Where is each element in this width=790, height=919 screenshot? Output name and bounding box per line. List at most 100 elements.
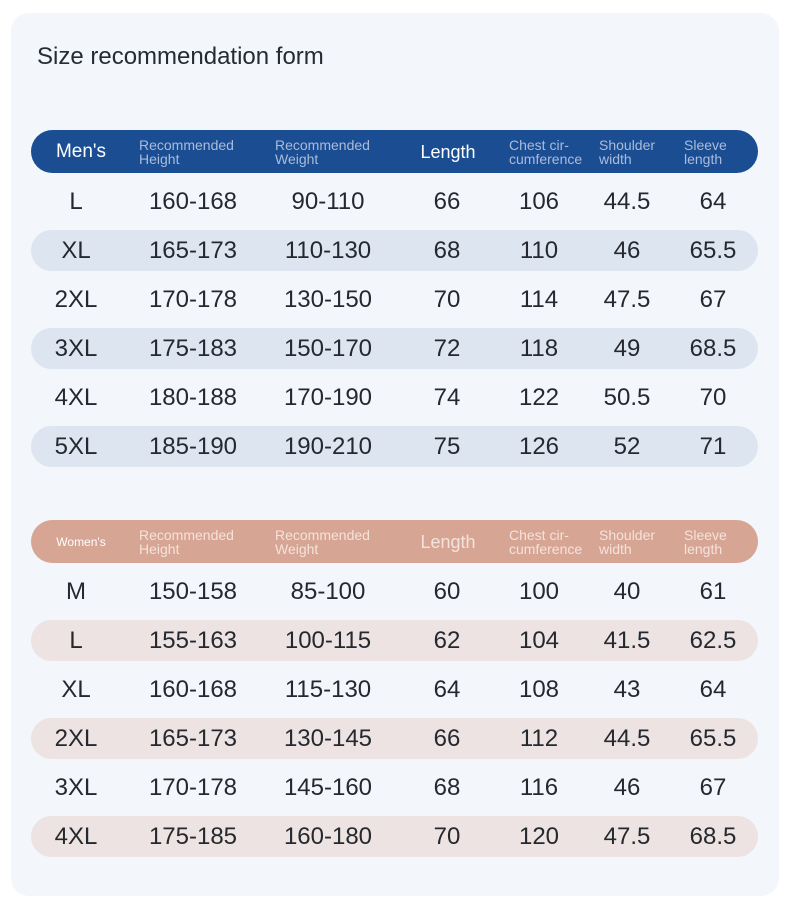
cell-weight: 130-150 (283, 286, 373, 313)
cell-length: 68 (433, 237, 461, 264)
cell-chest: 120 (518, 823, 560, 850)
cell-shoulder: 52 (613, 433, 641, 460)
cell-sleeve: 67 (699, 774, 727, 801)
men-header-length: Length (420, 141, 476, 162)
cell-length: 66 (433, 188, 461, 215)
men-header-sleeve: Sleeve length (684, 136, 727, 167)
cell-weight: 130-145 (283, 725, 373, 752)
womens-size-table: Women's Recommended Height Recommended Wei… (31, 520, 758, 865)
cell-sleeve: 65.5 (689, 725, 737, 752)
cell-shoulder: 40 (613, 578, 641, 605)
women-header-sleeve: Sleeve length (684, 526, 727, 557)
womens-table-body: M 150-158 85-100 60 100 40 61 L 155-163 100-115 62… (31, 571, 758, 857)
table-row: 2XL 170-178 130-150 70 114 47.5 67 (31, 279, 758, 320)
cell-size: 2XL (54, 286, 98, 313)
cell-length: 70 (433, 823, 461, 850)
women-header-height: Recommended Height (139, 526, 234, 557)
cell-height: 180-188 (148, 384, 238, 411)
cell-length: 72 (433, 335, 461, 362)
cell-shoulder: 47.5 (603, 286, 651, 313)
cell-chest: 110 (519, 237, 559, 264)
cell-size: XL (61, 237, 91, 264)
table-row: XL 160-168 115-130 64 108 43 64 (31, 669, 758, 710)
cell-size: 5XL (54, 433, 98, 460)
cell-weight: 145-160 (283, 774, 373, 801)
cell-size: 3XL (54, 774, 98, 801)
cell-height: 160-168 (148, 188, 238, 215)
cell-chest: 100 (518, 578, 560, 605)
cell-chest: 104 (518, 627, 560, 654)
cell-shoulder: 47.5 (603, 823, 651, 850)
cell-chest: 106 (518, 188, 560, 215)
men-header-height: Recommended Height (139, 136, 234, 167)
cell-sleeve: 64 (699, 188, 727, 215)
mens-size-table: Men's Recommended Height Recommended Weigh… (31, 130, 758, 475)
cell-size: L (69, 188, 83, 215)
cell-weight: 85-100 (290, 578, 366, 605)
cell-height: 175-185 (148, 823, 238, 850)
table-row: 4XL 175-185 160-180 70 120 47.5 68.5 (31, 816, 758, 857)
men-header-chest: Chest cir-cumference (509, 136, 583, 167)
cell-chest: 112 (519, 725, 559, 752)
men-header-weight: Recommended Weight (275, 136, 370, 167)
cell-length: 75 (433, 433, 461, 460)
table-row: L 160-168 90-110 66 106 44.5 64 (31, 181, 758, 222)
cell-size: 3XL (54, 335, 98, 362)
cell-height: 150-158 (148, 578, 238, 605)
cell-weight: 115-130 (284, 676, 372, 703)
cell-chest: 108 (518, 676, 560, 703)
table-row: XL 165-173 110-130 68 110 46 65.5 (31, 230, 758, 271)
cell-shoulder: 43 (613, 676, 641, 703)
cell-chest: 118 (519, 335, 559, 362)
cell-height: 160-168 (148, 676, 238, 703)
cell-size: 4XL (54, 823, 98, 850)
cell-weight: 150-170 (283, 335, 373, 362)
cell-weight: 160-180 (283, 823, 373, 850)
cell-height: 175-183 (148, 335, 238, 362)
mens-table-body: L 160-168 90-110 66 106 44.5 64 XL 165-173 110-13… (31, 181, 758, 467)
cell-weight: 100-115 (284, 627, 372, 654)
cell-sleeve: 68.5 (689, 823, 737, 850)
cell-chest: 122 (518, 384, 560, 411)
cell-size: XL (61, 676, 91, 703)
cell-shoulder: 49 (613, 335, 641, 362)
cell-length: 60 (433, 578, 461, 605)
table-row: L 155-163 100-115 62 104 41.5 62.5 (31, 620, 758, 661)
cell-length: 66 (433, 725, 461, 752)
cell-shoulder: 44.5 (603, 188, 651, 215)
table-row: 4XL 180-188 170-190 74 122 50.5 70 (31, 377, 758, 418)
cell-shoulder: 44.5 (603, 725, 651, 752)
table-row: 5XL 185-190 190-210 75 126 52 71 (31, 426, 758, 467)
cell-length: 62 (433, 627, 461, 654)
cell-chest: 116 (519, 774, 559, 801)
cell-length: 70 (433, 286, 461, 313)
cell-sleeve: 67 (699, 286, 727, 313)
cell-length: 64 (433, 676, 461, 703)
women-header-length: Length (420, 531, 476, 552)
cell-sleeve: 61 (699, 578, 727, 605)
cell-chest: 114 (519, 286, 559, 313)
women-header-weight: Recommended Weight (275, 526, 370, 557)
cell-height: 170-178 (148, 286, 238, 313)
cell-size: 4XL (54, 384, 98, 411)
cell-height: 185-190 (148, 433, 238, 460)
cell-sleeve: 71 (699, 433, 727, 460)
mens-table-header: Men's Recommended Height Recommended Weigh… (31, 130, 758, 173)
cell-shoulder: 46 (613, 774, 641, 801)
table-row: 3XL 170-178 145-160 68 116 46 67 (31, 767, 758, 808)
cell-height: 155-163 (148, 627, 238, 654)
men-header-shoulder: Shoulder width (599, 136, 656, 167)
cell-size: L (69, 627, 83, 654)
cell-sleeve: 62.5 (689, 627, 737, 654)
table-row: 3XL 175-183 150-170 72 118 49 68.5 (31, 328, 758, 369)
cell-weight: 170-190 (283, 384, 373, 411)
cell-length: 74 (433, 384, 461, 411)
cell-height: 165-173 (148, 725, 238, 752)
cell-sleeve: 65.5 (689, 237, 737, 264)
cell-size: 2XL (54, 725, 98, 752)
women-header-chest: Chest cir-cumference (509, 526, 583, 557)
womens-table-header: Women's Recommended Height Recommended Wei… (31, 520, 758, 563)
cell-weight: 110-130 (284, 237, 372, 264)
women-header-size: Women's (56, 534, 106, 549)
cell-sleeve: 70 (699, 384, 727, 411)
